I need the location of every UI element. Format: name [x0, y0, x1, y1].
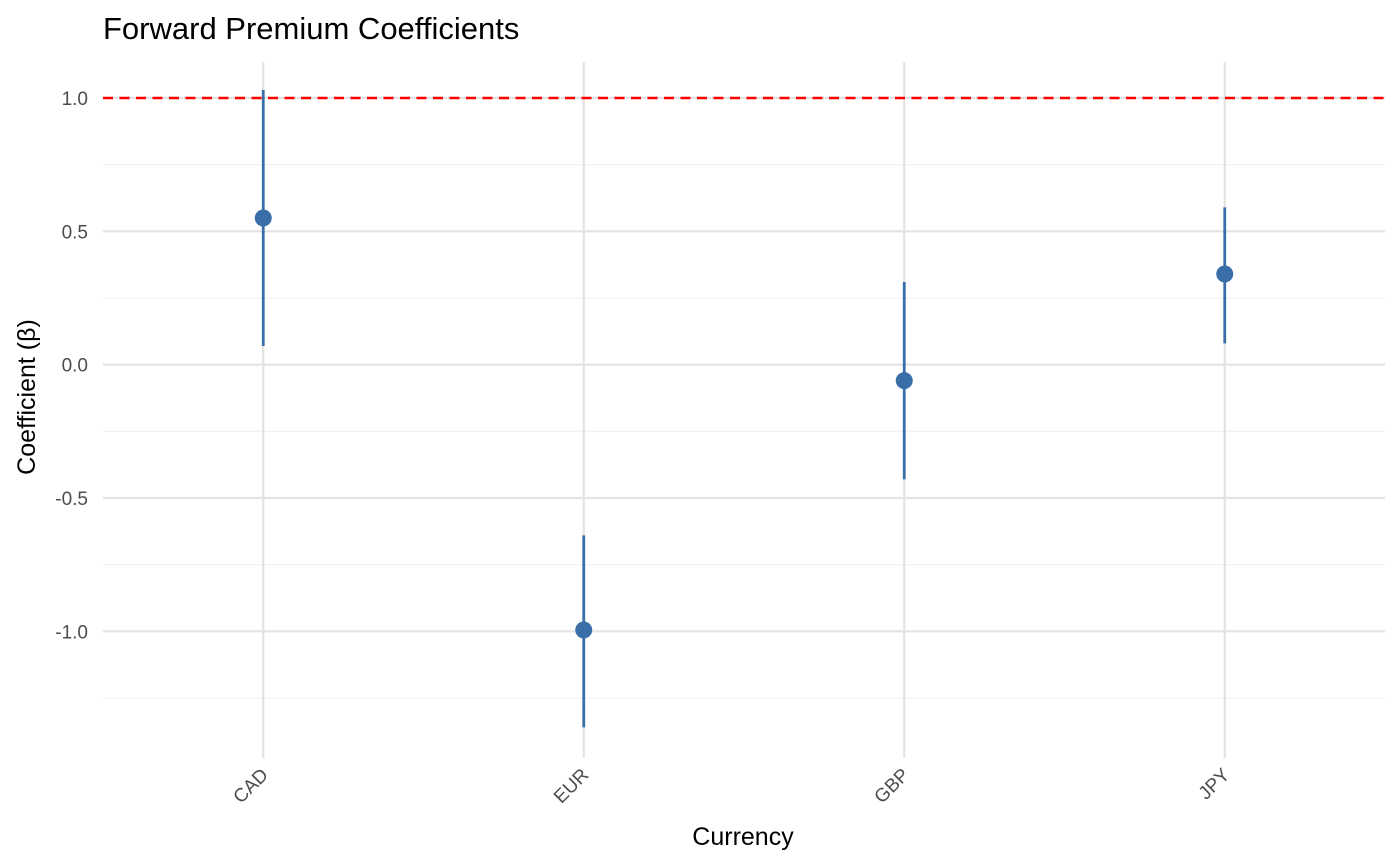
y-tick-label: 0.0 [62, 356, 88, 377]
data-point [1216, 265, 1234, 283]
data-point [895, 372, 913, 390]
grid [103, 62, 1385, 758]
y-tick-label: -1.0 [55, 622, 88, 643]
data-marks [254, 90, 1234, 728]
x-tick-label: CAD [230, 765, 273, 808]
x-axis-title: Currency [692, 823, 794, 851]
data-point [575, 621, 593, 639]
data-point [254, 209, 272, 227]
x-tick-label: GBP [871, 765, 914, 808]
x-tick-label: EUR [550, 765, 593, 808]
y-tick-label: 1.0 [62, 89, 88, 110]
y-axis-title: Coefficient (β) [13, 319, 41, 475]
y-tick-labels: -1.0 -0.5 0.0 0.5 1.0 [55, 89, 88, 643]
chart-title: Forward Premium Coefficients [103, 11, 519, 46]
y-tick-label: -0.5 [55, 489, 88, 510]
x-tick-labels: CAD EUR GBP JPY [230, 764, 1235, 807]
x-tick-label: JPY [1195, 764, 1235, 804]
y-tick-label: 0.5 [62, 222, 88, 243]
